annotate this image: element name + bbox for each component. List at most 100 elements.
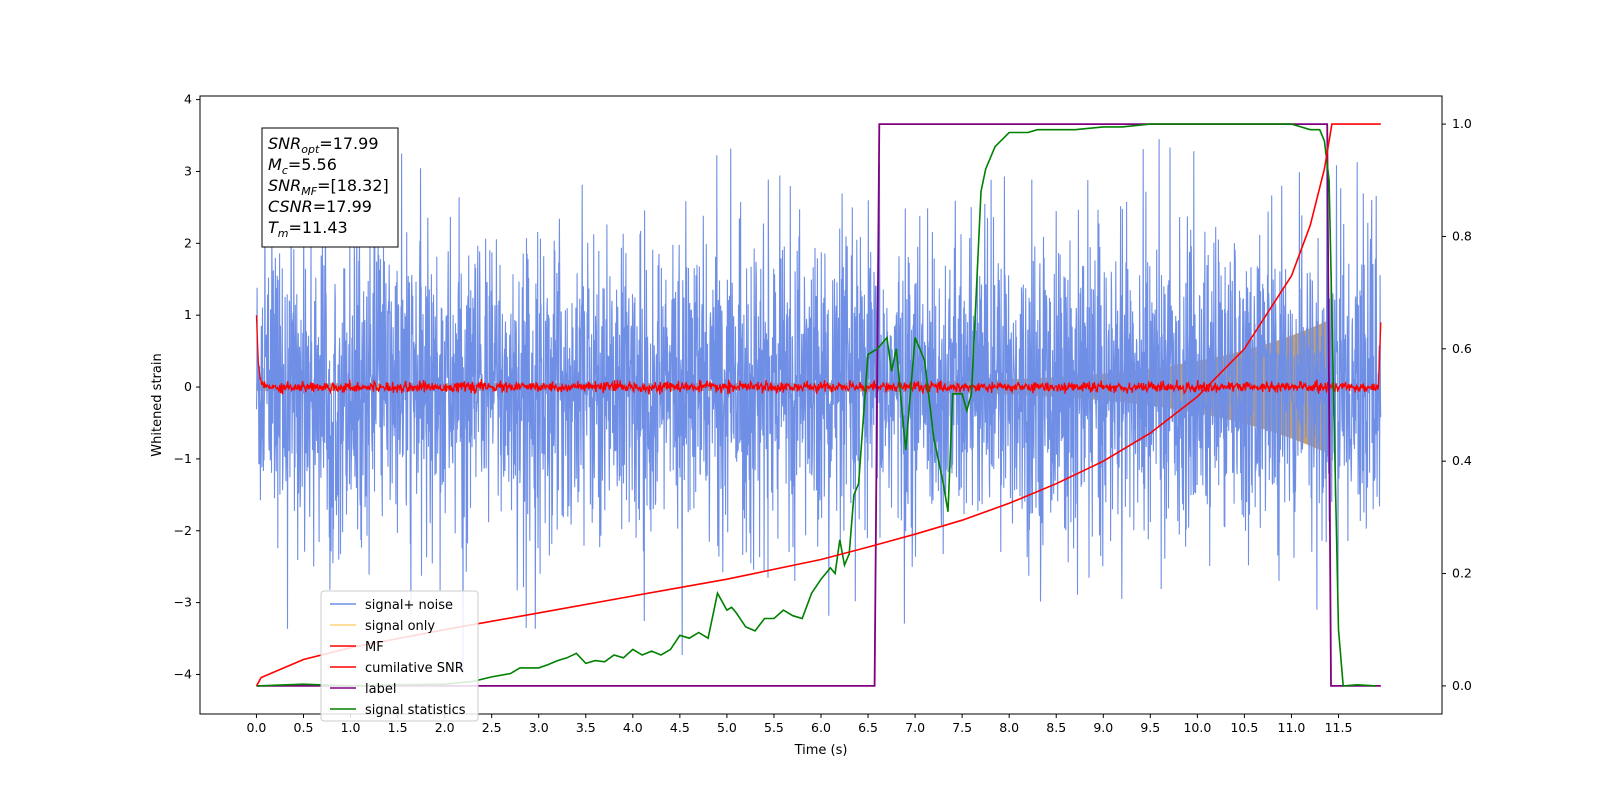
y-tick: 2 [184,235,200,250]
x-tick-label: 11.0 [1278,720,1306,735]
x-tick: 9.0 [1093,714,1113,735]
y2-tick-label: 0.4 [1452,453,1472,468]
signal-noise-line [255,139,1382,674]
y-tick-label: 0 [184,379,192,394]
y-tick: 1 [184,307,200,322]
x-tick: 11.5 [1325,714,1353,735]
x-tick-label: 4.5 [670,720,690,735]
y2-tick: 1.0 [1442,116,1472,131]
x-axis-label: Time (s) [794,743,848,758]
y2-tick-label: 0.2 [1452,566,1472,581]
y2-tick: 0.2 [1442,566,1472,581]
legend-label: label [365,682,396,697]
x-tick: 10.5 [1230,714,1258,735]
x-tick: 7.5 [952,714,972,735]
x-tick: 6.0 [811,714,831,735]
info-line: Mc=5.56 [268,155,337,177]
legend-label: MF [365,640,384,655]
y-axis-label: Whitened strain [150,353,165,456]
legend-item: label [330,682,396,697]
y-tick-label: 4 [184,92,192,107]
info-box-frame [261,127,399,248]
x-tick-label: 4.0 [623,720,643,735]
x-tick: 3.5 [576,714,596,735]
y-tick: 3 [184,163,200,178]
y-tick: −2 [174,523,200,538]
x-tick-label: 11.5 [1325,720,1353,735]
y2-tick-label: 0.8 [1452,228,1472,243]
x-axis-ticks: 0.0 0.5 1.0 1.5 2.0 2.5 3.0 3.5 4.0 4.5 5.0 5.5 6.0 6… [247,714,1353,735]
legend-label: signal only [365,619,435,634]
mf-line [255,315,1382,395]
y2-tick: 0.4 [1442,453,1472,468]
y-tick-label: −2 [174,523,192,538]
x-tick: 9.5 [1140,714,1160,735]
x-tick: 0.0 [247,714,267,735]
info-box: SNRopt=17.99Mc=5.56SNRMF=[18.32]CSNR=17.… [261,127,399,248]
y-tick-label: 3 [184,163,192,178]
x-tick: 6.5 [858,714,878,735]
x-tick: 5.0 [717,714,737,735]
x-tick: 2.5 [482,714,502,735]
y-tick-label: −4 [174,666,192,681]
x-tick-label: 1.5 [388,720,408,735]
info-line: CSNR=17.99 [268,197,372,216]
y-tick-label: −3 [174,595,192,610]
y2-tick: 0.6 [1442,341,1472,356]
x-tick-label: 5.0 [717,720,737,735]
y2-tick-label: 0.6 [1452,341,1472,356]
y-tick-label: 2 [184,235,192,250]
legend-item: cumilative SNR [330,661,464,676]
y-tick-label: −1 [174,451,192,466]
y-tick: −4 [174,666,200,681]
y2-tick: 0.8 [1442,228,1472,243]
x-tick-label: 5.5 [764,720,784,735]
legend-item: MF [330,640,384,655]
y-tick: 0 [184,379,200,394]
y-tick: −1 [174,451,200,466]
x-tick-label: 3.0 [529,720,549,735]
label-line [256,123,1381,687]
x-tick-label: 3.5 [576,720,596,735]
x-tick-label: 7.0 [905,720,925,735]
x-tick-label: 2.0 [435,720,455,735]
x-tick-label: 1.0 [341,720,361,735]
y-tick-label: 1 [184,307,192,322]
y2-tick-label: 1.0 [1452,116,1472,131]
legend: signal+ noise signal only MF cumilative SNR… [320,590,479,722]
legend-label: cumilative SNR [365,661,464,676]
x-tick-label: 9.5 [1140,720,1160,735]
legend-item: signal only [330,619,435,634]
x-tick: 4.5 [670,714,690,735]
signal-statistics-line [256,123,1377,687]
x-tick-label: 10.5 [1230,720,1258,735]
x-tick: 8.0 [999,714,1019,735]
x-tick-label: 2.5 [482,720,502,735]
x-tick: 10.0 [1183,714,1211,735]
legend-frame [320,590,479,722]
x-tick-label: 8.5 [1046,720,1066,735]
x-tick: 11.0 [1278,714,1306,735]
info-line: SNRMF=[18.32] [268,176,389,198]
x-tick-label: 9.0 [1093,720,1113,735]
legend-item: signal statistics [330,703,466,718]
x-tick: 0.5 [294,714,313,735]
legend-item: signal+ noise [330,598,453,613]
y2-tick: 0.0 [1442,678,1472,693]
x-tick-label: 7.5 [952,720,972,735]
x-tick-label: 6.0 [811,720,831,735]
x-tick: 8.5 [1046,714,1066,735]
info-line: Tm=11.43 [268,218,348,240]
x-tick: 7.0 [905,714,925,735]
x-tick: 3.0 [529,714,549,735]
y2-tick-label: 0.0 [1452,678,1472,693]
x-tick-label: 8.0 [999,720,1019,735]
legend-label: signal+ noise [365,598,453,613]
noise-layer [255,139,1382,674]
info-line: SNRopt=17.99 [268,134,379,156]
x-tick-label: 10.0 [1183,720,1211,735]
x-tick: 5.5 [764,714,784,735]
y-tick: −3 [174,595,200,610]
x-tick-label: 0.0 [247,720,267,735]
y-axis-ticks: −4 −3 −2 −1 0 1 2 3 4 [174,92,200,681]
